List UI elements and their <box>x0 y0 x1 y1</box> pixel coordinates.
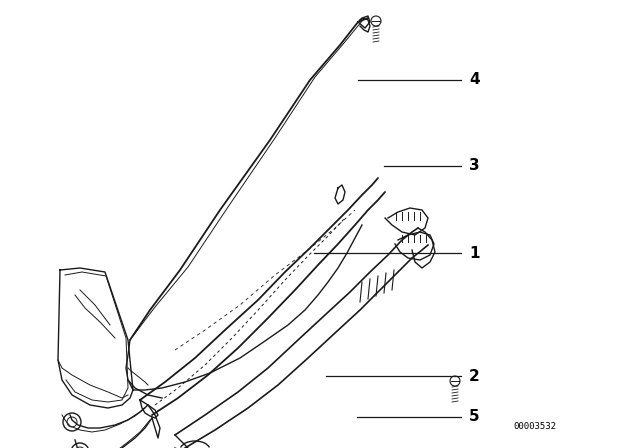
Text: 4: 4 <box>469 72 479 87</box>
Text: 5: 5 <box>469 409 479 424</box>
Text: 3: 3 <box>469 158 479 173</box>
Text: 2: 2 <box>469 369 479 384</box>
Text: 1: 1 <box>469 246 479 261</box>
Text: 00003532: 00003532 <box>513 422 556 431</box>
